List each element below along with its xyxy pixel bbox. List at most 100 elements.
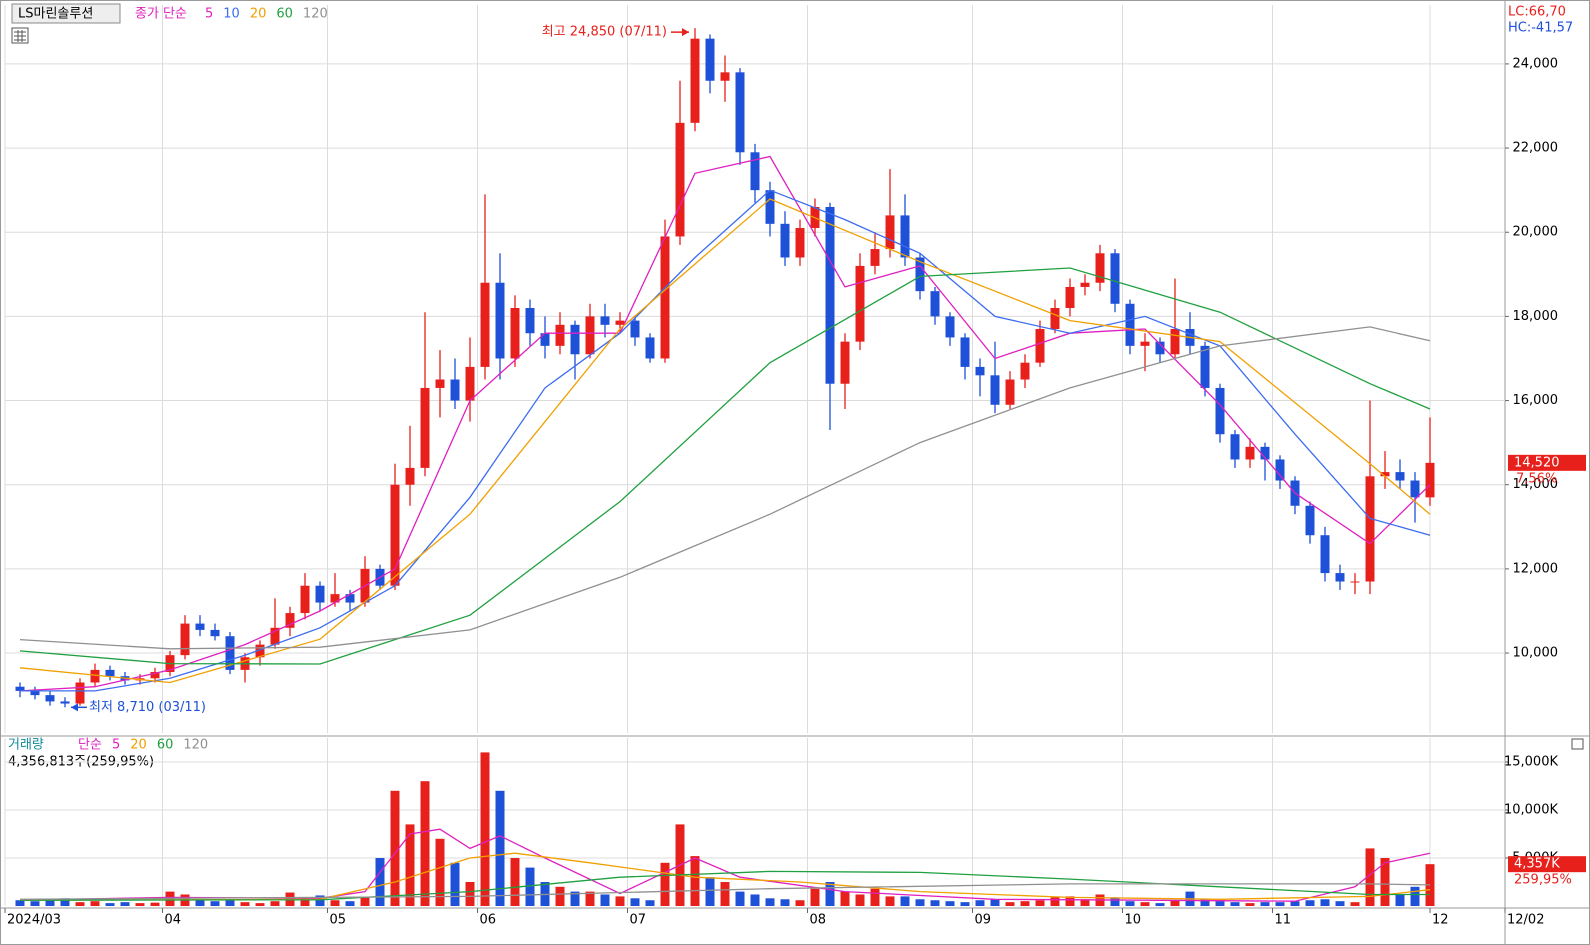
volume-bar (960, 902, 970, 906)
candle-body (1260, 446, 1270, 460)
volume-ma-legend-item: 20 (130, 738, 147, 753)
candle-body (495, 282, 505, 359)
volume-bar (1380, 858, 1390, 906)
volume-bar (210, 901, 220, 906)
volume-bar (750, 894, 760, 906)
volume-bar (60, 898, 70, 906)
candle-body (900, 215, 910, 258)
panel-close-icon[interactable] (1571, 738, 1584, 750)
candle-body (600, 316, 610, 325)
ma-legend-item: 20 (250, 7, 267, 22)
price-change-label: 7,56% (1516, 471, 1557, 486)
moving-average (19, 852, 1431, 901)
candle-body (705, 38, 715, 81)
candle-body (750, 152, 760, 191)
price-tag-label: 14,520 (1514, 455, 1560, 470)
candle-body (930, 291, 940, 317)
grid-icon-lines (14, 30, 26, 42)
candle-body (105, 669, 115, 677)
volume-bar (120, 902, 130, 906)
ma-legend-item: 60 (276, 7, 293, 22)
candle-body (1050, 307, 1060, 330)
stock-name-box[interactable] (11, 3, 121, 24)
volume-bar (570, 891, 580, 906)
max-annotation: 최고 24,850 (07/11) (542, 25, 667, 40)
candle-body (1275, 459, 1285, 481)
candle-body (1395, 472, 1405, 481)
volume-bar (90, 901, 100, 906)
candle-body (1155, 341, 1165, 355)
volume-bar (600, 894, 610, 906)
candle-body (870, 249, 880, 266)
candle-body (180, 623, 190, 656)
volume-bar (1425, 864, 1435, 906)
volume-change-label: 259,95% (1514, 873, 1572, 888)
candle-body (75, 682, 85, 704)
candle-body (570, 324, 580, 355)
candle-body (420, 387, 430, 468)
price-tag (1508, 454, 1586, 471)
volume-bar (810, 888, 820, 906)
candle-body (690, 38, 700, 123)
volume-bar (510, 858, 520, 906)
candle-body (990, 375, 1000, 405)
y-tick-label: 10,000K (1504, 803, 1558, 818)
x-tick-label: 04 (165, 913, 182, 928)
candle-body (675, 122, 685, 237)
volume-bar (615, 896, 625, 906)
volume-ma-legend-item: 120 (183, 738, 208, 753)
volume-tag (1508, 856, 1586, 873)
candle-body (405, 467, 415, 485)
volume-bar (915, 899, 925, 906)
candle-body (225, 636, 235, 670)
volume-bar (1335, 901, 1345, 906)
volume-bar (1005, 902, 1015, 906)
candle-body (480, 282, 490, 367)
candle-body (660, 236, 670, 359)
volume-bar (1125, 901, 1135, 906)
candle-body (30, 690, 40, 696)
volume-bar (1020, 901, 1030, 906)
volume-bar (75, 902, 85, 906)
volume-bar (105, 903, 115, 906)
x-tick-label: 11 (1275, 913, 1292, 928)
moving-average (20, 189, 1431, 692)
candle-body (90, 669, 100, 683)
candle-body (735, 72, 745, 153)
lc-value: LC:66,70 (1508, 5, 1566, 20)
volume-bar (465, 882, 475, 906)
ma-legend-label: 종가 단순 (135, 7, 187, 22)
volume-bar (1365, 848, 1375, 906)
x-tick-label: 09 (975, 913, 992, 928)
volume-bar (270, 901, 280, 906)
volume-bar (1080, 899, 1090, 906)
volume-bar (1110, 897, 1120, 906)
candle-body (540, 333, 550, 346)
ma-legend-item: 5 (205, 7, 213, 22)
volume-bar (1410, 886, 1420, 906)
candle-body (630, 320, 640, 338)
candle-body (1305, 505, 1315, 536)
volume-bar (15, 900, 25, 906)
axis-panel (1504, 0, 1590, 945)
volume-bar (1290, 901, 1300, 906)
volume-bar (450, 862, 460, 906)
volume-bar (1230, 902, 1240, 906)
volume-bar (1395, 894, 1405, 906)
volume-bar (1245, 903, 1255, 906)
candle-body (615, 320, 625, 325)
candle-body (1380, 472, 1390, 477)
volume-bar (420, 781, 430, 906)
volume-bar (300, 897, 310, 906)
candle-body (960, 337, 970, 367)
candle-body (255, 644, 265, 658)
volume-bar (825, 882, 835, 906)
candle-body (345, 594, 355, 603)
volume-bar (765, 898, 775, 906)
volume-bar (495, 790, 505, 906)
candle-body (720, 72, 730, 81)
candle-body (585, 316, 595, 355)
volume-bar (225, 899, 235, 906)
volume-bar (1065, 896, 1075, 906)
